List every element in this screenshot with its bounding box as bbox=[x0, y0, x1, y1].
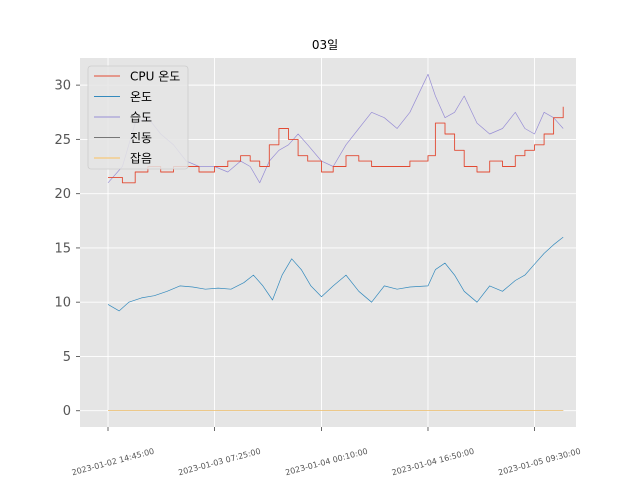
x-tick-label: 2023-01-02 14:45:00 bbox=[71, 447, 155, 478]
y-tick-label: 20 bbox=[54, 187, 71, 202]
series-line-temperature bbox=[107, 236, 564, 312]
y-tick-label: 30 bbox=[54, 79, 71, 94]
y-tick-label: 15 bbox=[54, 241, 71, 256]
legend-label-humidity: 습도 bbox=[130, 111, 152, 125]
x-tick-label: 2023-01-04 16:50:00 bbox=[391, 447, 475, 478]
y-tick-label: 10 bbox=[54, 296, 71, 311]
legend-label-vibration: 진동 bbox=[130, 131, 152, 145]
x-tick-label: 2023-01-04 00:10:00 bbox=[284, 447, 368, 478]
series-line-humidity bbox=[107, 73, 564, 184]
x-tick-label: 2023-01-05 09:30:00 bbox=[497, 447, 581, 478]
series-line-cpu_temp bbox=[108, 106, 564, 184]
y-tick-label: 25 bbox=[54, 133, 71, 148]
y-tick-label: 5 bbox=[63, 350, 71, 365]
legend-label-temperature: 온도 bbox=[130, 90, 152, 104]
x-tick-label: 2023-01-03 07:25:00 bbox=[177, 447, 261, 478]
y-tick-label: 0 bbox=[63, 404, 71, 419]
series-lines bbox=[107, 73, 564, 412]
legend-label-cpu_temp: CPU 온도 bbox=[130, 70, 180, 84]
chart-title: 03일 bbox=[312, 38, 338, 52]
y-axis-ticks: 0 5 10 15 20 25 30 bbox=[54, 79, 80, 419]
x-axis-ticks: 2023-01-02 14:45:00 2023-01-03 07:25:00 20… bbox=[71, 427, 582, 477]
legend-label-noise: 잡음 bbox=[130, 152, 152, 166]
legend-box bbox=[87, 65, 189, 170]
